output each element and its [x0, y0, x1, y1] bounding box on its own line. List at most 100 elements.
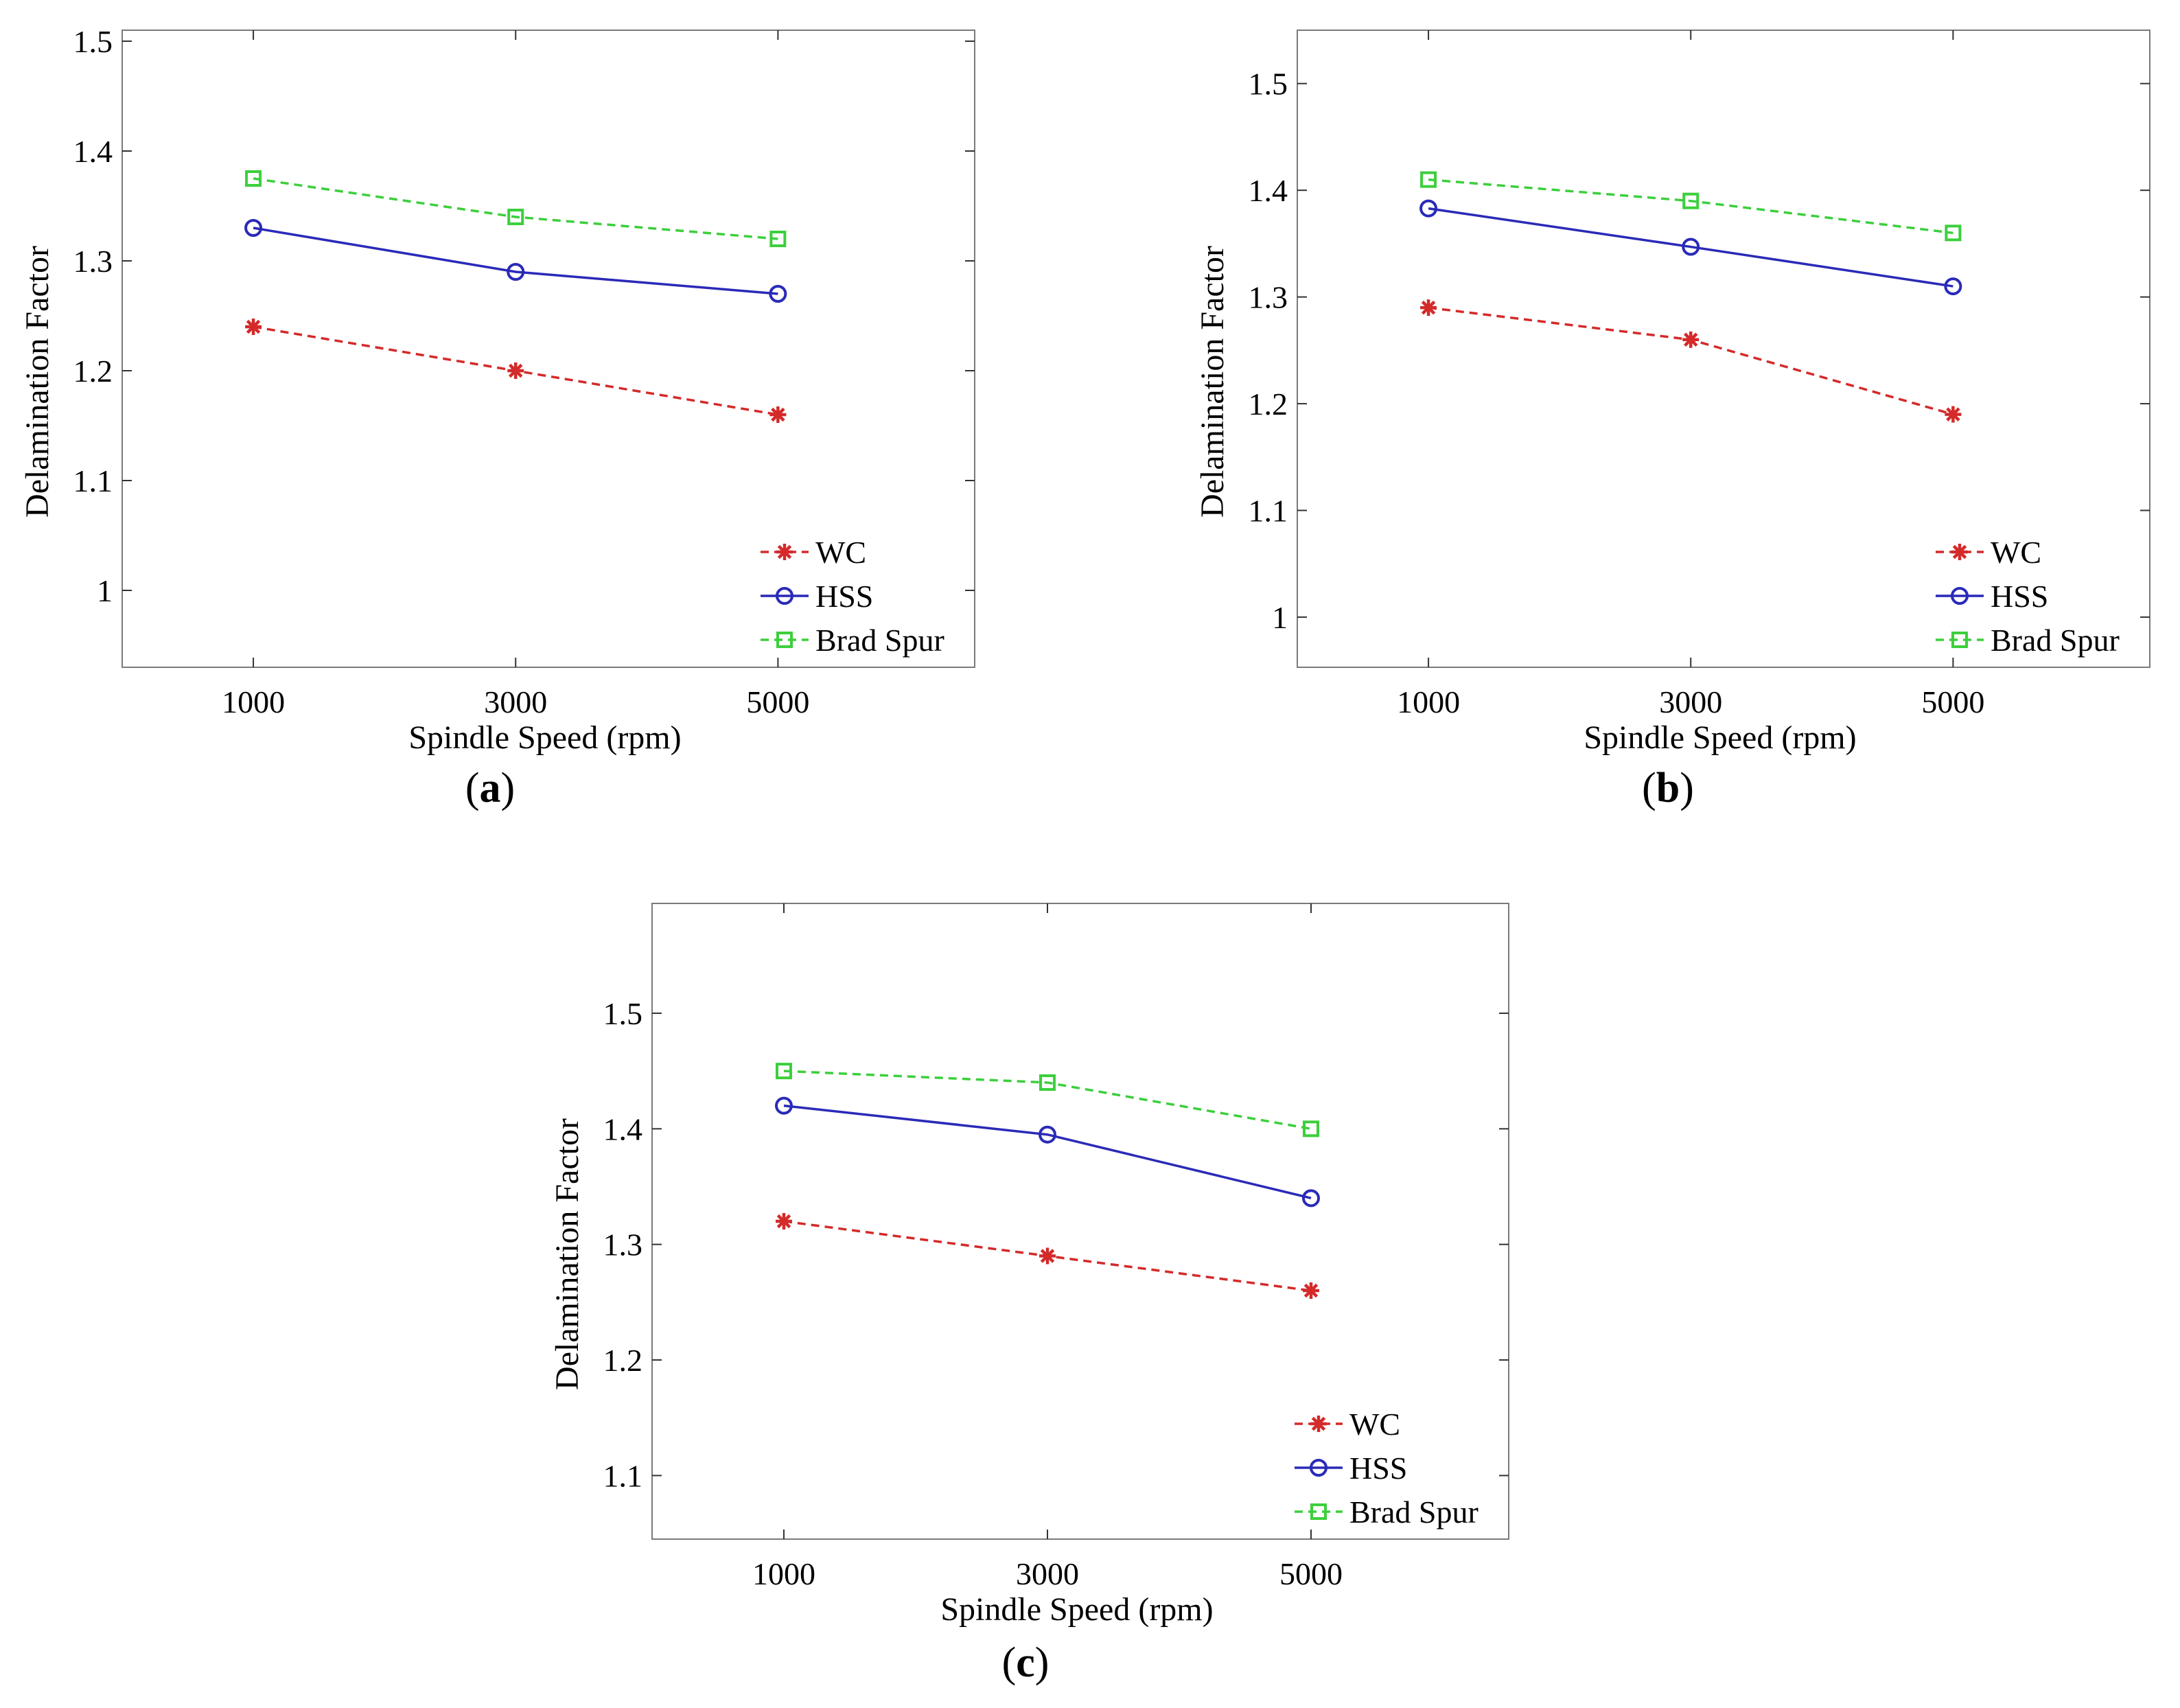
data-point: [1420, 171, 1437, 188]
legend: WC HSS Brad Spur: [1295, 1407, 1479, 1530]
legend: WC HSS Brad Spur: [1936, 535, 2120, 658]
data-point: [1420, 299, 1437, 316]
x-tick-label: 5000: [1279, 1556, 1343, 1591]
series-brad-spur: [776, 1063, 1319, 1138]
y-tick-label: 1.1: [603, 1458, 643, 1493]
data-point: [1039, 1247, 1056, 1265]
y-tick-label: 1.1: [73, 463, 113, 498]
star-marker-stroke: [1946, 407, 1960, 422]
data-point: [1945, 224, 1962, 242]
series-hss: [244, 219, 787, 303]
y-tick-label: 1: [1272, 600, 1288, 635]
legend-label: Brad Spur: [1991, 623, 2120, 658]
data-point: [1419, 199, 1438, 218]
legend-marker: [1310, 1459, 1327, 1477]
star-marker-stroke: [1683, 332, 1698, 347]
series-line: [783, 1070, 1312, 1131]
plot-frame: [651, 903, 1509, 1540]
y-tick-label: 1.2: [603, 1343, 643, 1378]
legend-marker: [1951, 544, 1968, 560]
y-tick-label: 1: [97, 573, 113, 608]
y-tick-label: 1.3: [73, 244, 113, 279]
data-point: [776, 1213, 792, 1230]
star-marker-stroke: [771, 407, 785, 422]
data-point: [769, 285, 787, 303]
data-point: [1039, 1125, 1056, 1144]
star-marker-stroke: [246, 319, 261, 334]
series-brad-spur: [245, 170, 787, 247]
y-tick-label: 1.2: [73, 354, 113, 389]
data-point: [1302, 1189, 1320, 1208]
x-tick-label: 5000: [746, 684, 809, 719]
chart-panel-c: 1.1 1.2 1.3 1.4 1.5 1000 3000 5000 Spindle Speed…: [549, 903, 1509, 1686]
series-line: [253, 227, 778, 295]
data-point: [1039, 1074, 1056, 1091]
legend-marker: [1310, 1503, 1327, 1520]
data-point: [769, 231, 787, 247]
legend-label: WC: [1349, 1407, 1400, 1442]
panel-label: (b): [1642, 765, 1694, 811]
legend-marker: [1310, 1416, 1327, 1432]
data-point: [245, 319, 262, 335]
x-tick-label: 3000: [1016, 1556, 1079, 1591]
star-marker-stroke: [1040, 1249, 1055, 1263]
data-point: [1303, 1120, 1319, 1138]
x-tick-label: 3000: [484, 684, 547, 719]
chart-panel-a: 1 1.1 1.2 1.3 1.4 1.5 1000 3000 5000 Spindle Spee…: [19, 24, 975, 811]
data-point: [245, 170, 262, 187]
y-tick-label: 1.1: [1249, 493, 1288, 528]
star-marker-stroke: [777, 544, 792, 559]
series-line: [1428, 178, 1953, 235]
series-wc: [776, 1213, 1319, 1300]
data-point: [776, 1063, 792, 1080]
x-tick-label: 5000: [1921, 684, 1984, 719]
series-line: [1428, 207, 1953, 288]
plot-frame: [121, 30, 975, 668]
y-tick-label: 1.4: [73, 134, 113, 169]
legend-label: HSS: [1349, 1451, 1407, 1486]
legend: WC HSS Brad Spur: [761, 535, 944, 658]
star-marker-stroke: [776, 1214, 791, 1229]
panel-label: (a): [465, 765, 515, 811]
data-point: [1682, 331, 1700, 348]
chart-panel-b: 1 1.1 1.2 1.3 1.4 1.5 1000 3000 5000 Spindle Spee…: [1194, 30, 2150, 811]
data-point: [1945, 406, 1962, 423]
x-tick-label: 1000: [1397, 684, 1460, 719]
data-point: [1303, 1282, 1319, 1300]
y-tick-label: 1.4: [1249, 173, 1288, 208]
x-axis-label: Spindle Speed (rpm): [408, 719, 681, 756]
data-point: [507, 263, 525, 281]
legend-marker: [776, 544, 793, 560]
legend-marker: [776, 587, 793, 605]
legend-label: WC: [1991, 535, 2041, 570]
series-wc: [1420, 299, 1962, 423]
star-marker-stroke: [1952, 544, 1967, 559]
data-point: [769, 406, 787, 423]
y-axis-label: Delamination Factor: [19, 246, 56, 518]
legend-label: HSS: [815, 579, 873, 614]
series-line: [1428, 306, 1953, 416]
series-wc: [245, 319, 787, 423]
data-point: [244, 219, 263, 237]
legend-label: Brad Spur: [815, 623, 944, 658]
y-tick-label: 1.4: [603, 1111, 643, 1146]
star-marker-stroke: [508, 363, 523, 378]
y-tick-label: 1.5: [603, 996, 643, 1031]
y-axis-label: Delamination Factor: [1194, 246, 1231, 518]
x-tick-label: 1000: [222, 684, 285, 719]
star-marker-stroke: [1421, 300, 1436, 315]
legend-label: Brad Spur: [1349, 1494, 1479, 1530]
x-axis-label: Spindle Speed (rpm): [940, 1591, 1213, 1628]
series-hss: [775, 1096, 1320, 1208]
data-point: [775, 1096, 793, 1115]
x-tick-label: 1000: [752, 1556, 815, 1591]
legend-marker: [1951, 587, 1969, 605]
legend-marker: [776, 632, 793, 648]
star-marker-stroke: [1303, 1283, 1319, 1298]
data-point: [507, 362, 524, 379]
data-point: [507, 209, 524, 225]
series-line: [783, 1104, 1312, 1200]
plot-frame: [1297, 30, 2150, 668]
y-tick-label: 1.3: [603, 1227, 643, 1262]
y-tick-label: 1.2: [1249, 386, 1288, 422]
